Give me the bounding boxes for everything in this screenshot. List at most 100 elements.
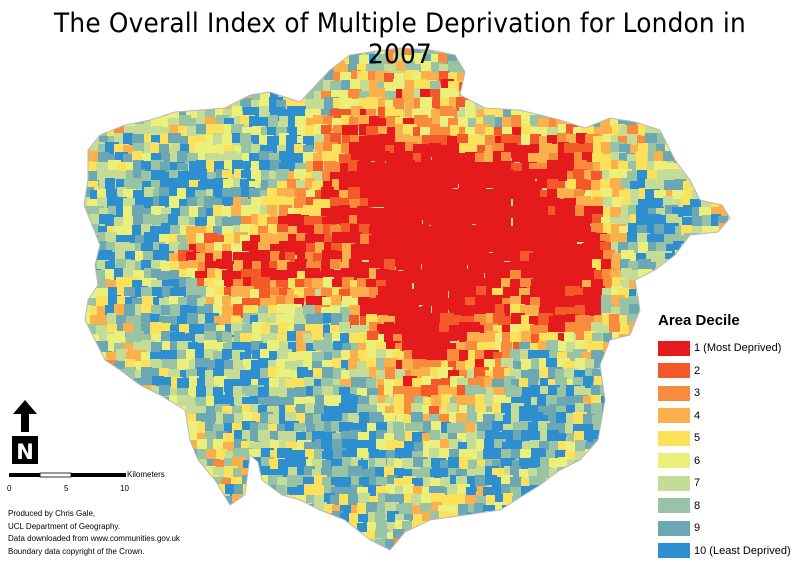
area-cell [594, 286, 605, 297]
area-cell [152, 422, 162, 432]
legend-label-9: 9 [694, 522, 701, 535]
area-cell [358, 493, 370, 503]
area-cell [612, 494, 623, 504]
area-cell [295, 241, 309, 253]
area-cell [402, 541, 412, 550]
area-cell [486, 216, 497, 230]
area-cell [150, 143, 165, 153]
area-cell [540, 457, 550, 468]
area-cell [609, 448, 623, 458]
area-cell [151, 153, 165, 163]
area-cell [593, 162, 604, 173]
legend-label-5: 5 [694, 432, 701, 445]
area-cell [421, 306, 431, 317]
area-cell [249, 252, 259, 264]
area-cell [232, 160, 243, 174]
area-cell [331, 251, 342, 262]
area-cell [510, 521, 520, 536]
area-cell [727, 153, 730, 164]
area-cell [501, 152, 511, 162]
area-cell [628, 296, 641, 307]
area-cell [178, 460, 188, 471]
area-cell [188, 467, 202, 478]
area-cell [692, 250, 702, 265]
area-cell [602, 170, 615, 181]
area-cell [323, 80, 334, 93]
area-cell [711, 278, 723, 293]
area-cell [141, 432, 154, 447]
area-cell [159, 100, 171, 112]
area-cell [99, 107, 110, 119]
area-cell [717, 261, 727, 273]
area-cell [105, 71, 118, 86]
area-cell [537, 178, 551, 188]
area-cell [665, 107, 679, 118]
area-cell [540, 550, 551, 561]
area-cell [503, 250, 515, 261]
area-cell [546, 287, 556, 299]
area-cell [573, 259, 587, 271]
area-cell [700, 172, 710, 186]
area-cell [195, 286, 208, 297]
area-cell [331, 190, 341, 201]
area-cell [511, 539, 522, 550]
area-cell [457, 134, 468, 149]
area-cell [189, 485, 200, 498]
area-cell [593, 451, 608, 463]
area-cell [603, 207, 613, 218]
area-cell [610, 106, 624, 116]
area-cell [99, 82, 112, 95]
area-cell [474, 91, 487, 101]
area-cell [125, 412, 137, 422]
area-cell [306, 118, 317, 129]
area-cell [97, 117, 108, 128]
area-cell [331, 153, 345, 163]
area-cell [395, 252, 406, 264]
area-cell [305, 178, 315, 188]
area-cell [504, 226, 518, 237]
area-cell [350, 179, 361, 192]
area-cell [115, 397, 130, 409]
area-cell [375, 226, 386, 241]
area-cell [521, 124, 531, 135]
area-cell [108, 160, 121, 170]
area-cell [648, 242, 661, 252]
area-cell [97, 189, 109, 200]
area-cell [609, 379, 620, 392]
area-cell [358, 144, 369, 158]
area-cell [189, 477, 203, 492]
area-cell [637, 531, 649, 542]
area-cell [612, 403, 622, 418]
area-cell [449, 295, 459, 307]
area-cell [261, 196, 271, 208]
area-cell [412, 234, 422, 246]
area-cell [171, 449, 186, 461]
area-cell [124, 70, 134, 83]
area-cell [529, 305, 539, 315]
area-cell [89, 421, 103, 431]
area-cell [160, 440, 173, 455]
area-cell [718, 288, 730, 302]
area-cell [547, 99, 557, 112]
area-cell [700, 261, 713, 273]
area-cell [620, 466, 634, 481]
area-cell [592, 153, 603, 168]
area-cell [574, 295, 585, 305]
area-cell [609, 421, 621, 432]
area-cell [618, 161, 632, 171]
area-cell [447, 251, 457, 264]
area-cell [333, 125, 345, 135]
area-cell [621, 250, 634, 260]
area-cell [485, 530, 500, 541]
area-cell [512, 127, 525, 138]
area-cell [141, 171, 152, 183]
area-cell [126, 260, 136, 273]
area-cell [384, 259, 395, 274]
area-cell [556, 261, 566, 275]
area-cell [321, 307, 334, 317]
area-cell [494, 512, 508, 527]
area-cell [610, 351, 623, 365]
area-cell [655, 268, 670, 283]
area-cell [144, 232, 155, 243]
area-cell [593, 296, 604, 309]
